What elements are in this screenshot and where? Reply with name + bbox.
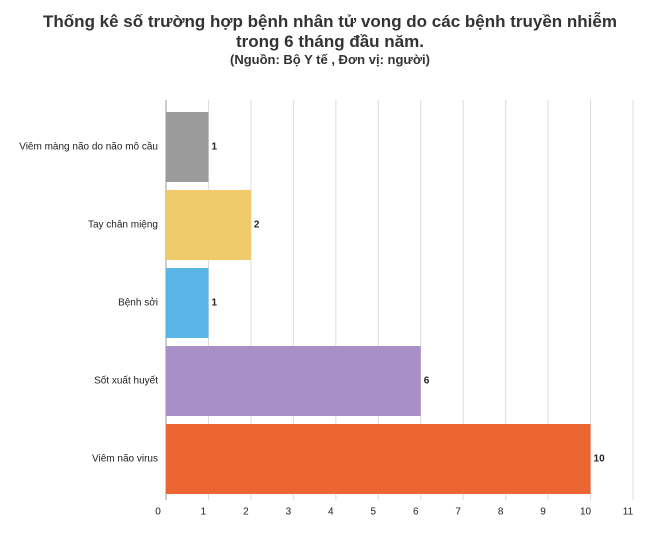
- y-tick-label: Viêm não virus: [92, 454, 158, 465]
- bar: [166, 190, 251, 260]
- value-label: 10: [594, 454, 606, 465]
- y-tick-label: Sốt xuất huyết: [94, 375, 158, 387]
- chart-title: Thống kê số trường hợp bệnh nhân tử vong…: [43, 12, 617, 51]
- x-tick-label: 0: [155, 507, 161, 518]
- x-tick-label: 2: [243, 507, 249, 518]
- x-tick-label: 4: [328, 507, 334, 518]
- value-label: 6: [424, 376, 430, 387]
- x-tick-label: 9: [540, 507, 546, 518]
- x-tick-label: 6: [413, 507, 419, 518]
- x-tick-label: 10: [580, 507, 592, 518]
- chart-subtitle: (Nguồn: Bộ Y tế , Đơn vị: người): [229, 52, 430, 67]
- y-tick-label: Bệnh sởi: [118, 297, 158, 309]
- value-label: 1: [211, 142, 217, 153]
- bar: [166, 424, 591, 494]
- x-tick-label: 7: [455, 507, 461, 518]
- y-tick-label: Viêm màng não do não mô cầu: [19, 141, 158, 153]
- value-label: 1: [211, 298, 217, 309]
- x-tick-label: 3: [286, 507, 292, 518]
- bar: [166, 112, 209, 182]
- x-tick-label: 5: [370, 507, 376, 518]
- x-tick-label: 1: [201, 507, 207, 518]
- value-label: 2: [254, 220, 260, 231]
- x-tick-label: 11: [623, 507, 634, 518]
- bar: [166, 268, 209, 338]
- y-tick-label: Tay chân miệng: [88, 220, 158, 231]
- x-tick-label: 8: [498, 507, 504, 518]
- bar: [166, 346, 421, 416]
